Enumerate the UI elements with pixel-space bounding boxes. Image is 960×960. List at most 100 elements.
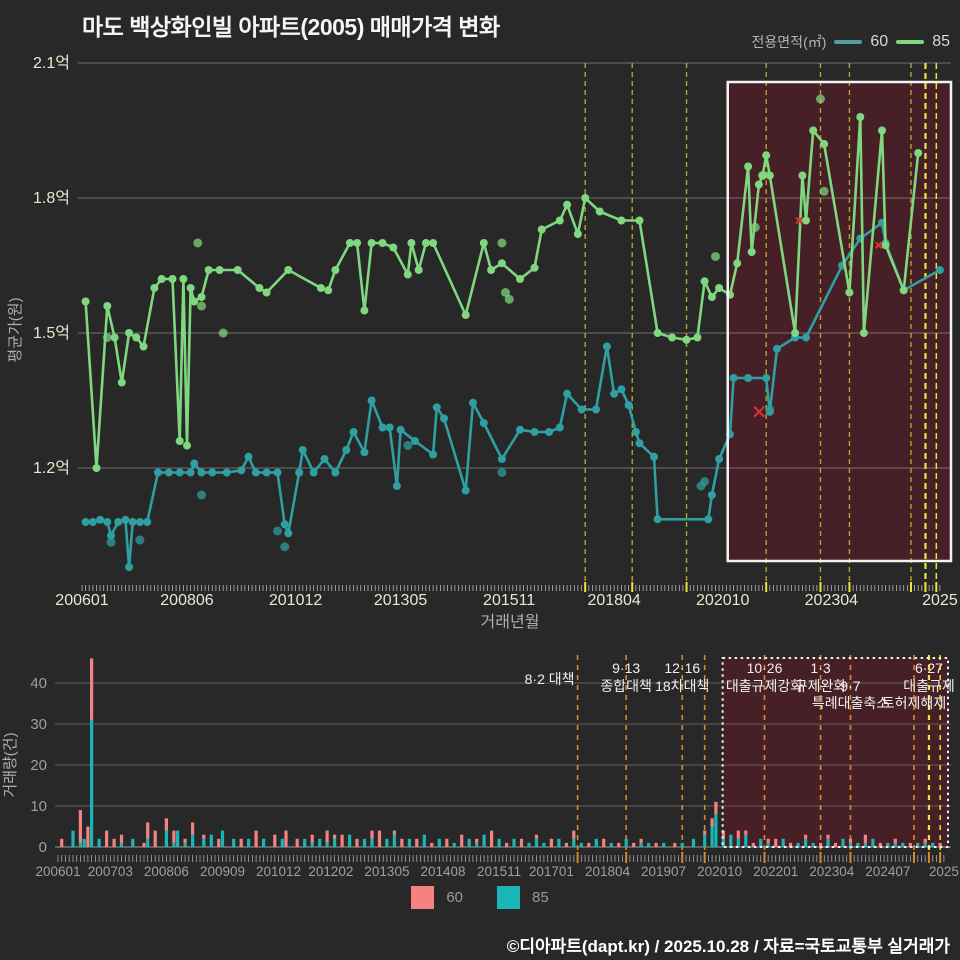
- volume-legend-item-60[interactable]: 60: [411, 886, 463, 909]
- volume-bar-85: [119, 842, 124, 847]
- volume-bar-60: [254, 830, 258, 847]
- volume-box-fill: [722, 658, 948, 847]
- policy-annotation: 9·7: [840, 678, 860, 694]
- volume-bar-85: [232, 838, 236, 847]
- scatter-dot-60: [197, 490, 206, 500]
- price-xtick: 201511: [483, 592, 535, 609]
- volume-bar-60: [392, 830, 396, 835]
- volume-bar-85: [744, 834, 748, 847]
- volume-bar-85: [475, 842, 479, 847]
- volume-bar-60: [654, 842, 658, 847]
- volume-bar-85: [557, 838, 561, 847]
- volume-legend-item-85[interactable]: 85: [497, 886, 549, 909]
- volume-xtick: 201408: [420, 864, 465, 879]
- volume-bar-60: [534, 834, 539, 839]
- scatter-dot-85: [102, 333, 112, 342]
- policy-annotation: 규제완화: [795, 678, 847, 694]
- policy-annotation: 대출규제강화: [726, 678, 803, 694]
- page-title: 마도 백상화인빌 아파트(2005) 매매가격 변화: [82, 14, 500, 40]
- volume-bar-85: [71, 830, 75, 847]
- volume-bar-85: [710, 826, 714, 847]
- volume-bar-60: [105, 830, 109, 847]
- volume-bar-85: [871, 838, 875, 847]
- volume-bar-60: [673, 842, 677, 847]
- volume-bar-85: [856, 842, 860, 847]
- scatter-dot-60: [765, 405, 775, 414]
- volume-bar-85: [90, 719, 94, 847]
- price-xtick: 201804: [587, 592, 640, 609]
- volume-bar-60: [333, 834, 337, 839]
- price-xaxis-title: 거래년월: [481, 613, 540, 631]
- price-xtick: 200806: [160, 592, 213, 609]
- price-yaxis-title: 평균가(원): [7, 297, 24, 362]
- volume-bar-85: [318, 838, 322, 847]
- footer-credit: ©디아파트(dapt.kr) / 2025.10.28 / 자료=국토교통부 실…: [506, 937, 950, 956]
- volume-bar-85: [639, 842, 643, 847]
- volume-bar-85: [804, 838, 808, 847]
- volume-bar-85: [247, 838, 251, 847]
- volume-bar-85: [392, 834, 396, 847]
- legend-item-60[interactable]: 60: [870, 33, 889, 50]
- volume-xtick: 200806: [144, 864, 189, 879]
- volume-bar-85: [497, 838, 501, 847]
- price-ytick: 1.8억: [33, 189, 70, 207]
- volume-bar-85: [172, 842, 176, 847]
- area-legend-label: 전용면적(㎡): [751, 34, 827, 50]
- volume-xtick: 2025: [929, 864, 959, 879]
- cancelled-trade-mark: [753, 406, 765, 418]
- volume-bar-60: [572, 830, 576, 839]
- cancelled-trade-mark: [795, 216, 803, 225]
- volume-xtick: 201701: [529, 864, 574, 879]
- scatter-dot-85: [750, 222, 760, 232]
- volume-bar-85: [348, 834, 352, 847]
- scatter-dot-60: [273, 526, 282, 536]
- volume-bar-85: [82, 838, 86, 847]
- volume-bar-85: [781, 838, 785, 847]
- volume-bar-85: [407, 838, 411, 847]
- volume-bar-60: [295, 838, 299, 847]
- volume-bar-85: [901, 842, 905, 847]
- volume-bar-85: [164, 830, 168, 847]
- volume-bar-60: [172, 830, 176, 843]
- volume-bar-60: [721, 830, 725, 839]
- volume-bar-60: [475, 838, 479, 843]
- volume-bar-85: [736, 838, 740, 847]
- volume-bar-85: [482, 834, 486, 847]
- volume-bar-60: [377, 830, 382, 847]
- volume-bar-85: [703, 834, 707, 847]
- volume-bar-85: [923, 842, 927, 847]
- volume-bar-85: [893, 842, 897, 847]
- volume-bar-85: [191, 834, 195, 847]
- volume-bar-60: [112, 838, 116, 847]
- volume-bar-60: [710, 818, 714, 827]
- policy-annotation: 특례대출축소: [812, 695, 889, 711]
- legend-item-85[interactable]: 85: [932, 33, 950, 50]
- volume-bar-85: [931, 842, 935, 847]
- volume-bar-85: [370, 838, 374, 847]
- swatch-60-icon: [411, 886, 435, 909]
- volume-bar-85: [594, 838, 598, 847]
- volume-xtick: 202407: [865, 864, 910, 879]
- volume-bar-60: [239, 838, 243, 847]
- volume-bar-85: [662, 842, 666, 847]
- price-ytick: 1.2억: [33, 459, 70, 477]
- volume-xtick: 200601: [35, 864, 80, 879]
- volume-bar-60: [893, 838, 897, 843]
- volume-bar-60: [617, 842, 621, 847]
- volume-bar-60: [310, 834, 314, 843]
- volume-bar-85: [811, 842, 815, 847]
- volume-bar-60: [284, 830, 288, 847]
- volume-bar-60: [325, 830, 329, 843]
- volume-bar-60: [78, 810, 82, 843]
- volume-bar-85: [609, 842, 613, 847]
- policy-annotation: 9·13: [612, 660, 640, 676]
- volume-bar-60: [878, 842, 882, 847]
- volume-bar-60: [164, 818, 168, 831]
- volume-bar-85: [714, 814, 718, 847]
- volume-legend: 60 85: [0, 886, 960, 909]
- volume-xtick: 200703: [88, 864, 133, 879]
- scatter-dot-85: [758, 171, 768, 180]
- volume-bar-60: [564, 842, 568, 847]
- volume-bar-60: [789, 842, 793, 847]
- volume-bar-85: [886, 842, 890, 847]
